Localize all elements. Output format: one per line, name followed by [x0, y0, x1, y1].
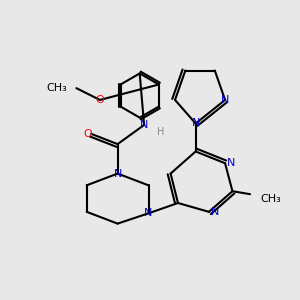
Text: N: N: [227, 158, 235, 168]
Text: CH₃: CH₃: [47, 83, 68, 93]
Text: N: N: [113, 169, 122, 178]
Text: N: N: [144, 208, 153, 218]
Text: N: N: [140, 120, 148, 130]
Text: N: N: [221, 95, 229, 105]
Text: CH₃: CH₃: [260, 194, 281, 204]
Text: O: O: [96, 95, 104, 105]
Text: H: H: [157, 127, 164, 137]
Text: O: O: [83, 129, 92, 139]
Text: N: N: [191, 118, 200, 128]
Text: N: N: [211, 207, 219, 217]
